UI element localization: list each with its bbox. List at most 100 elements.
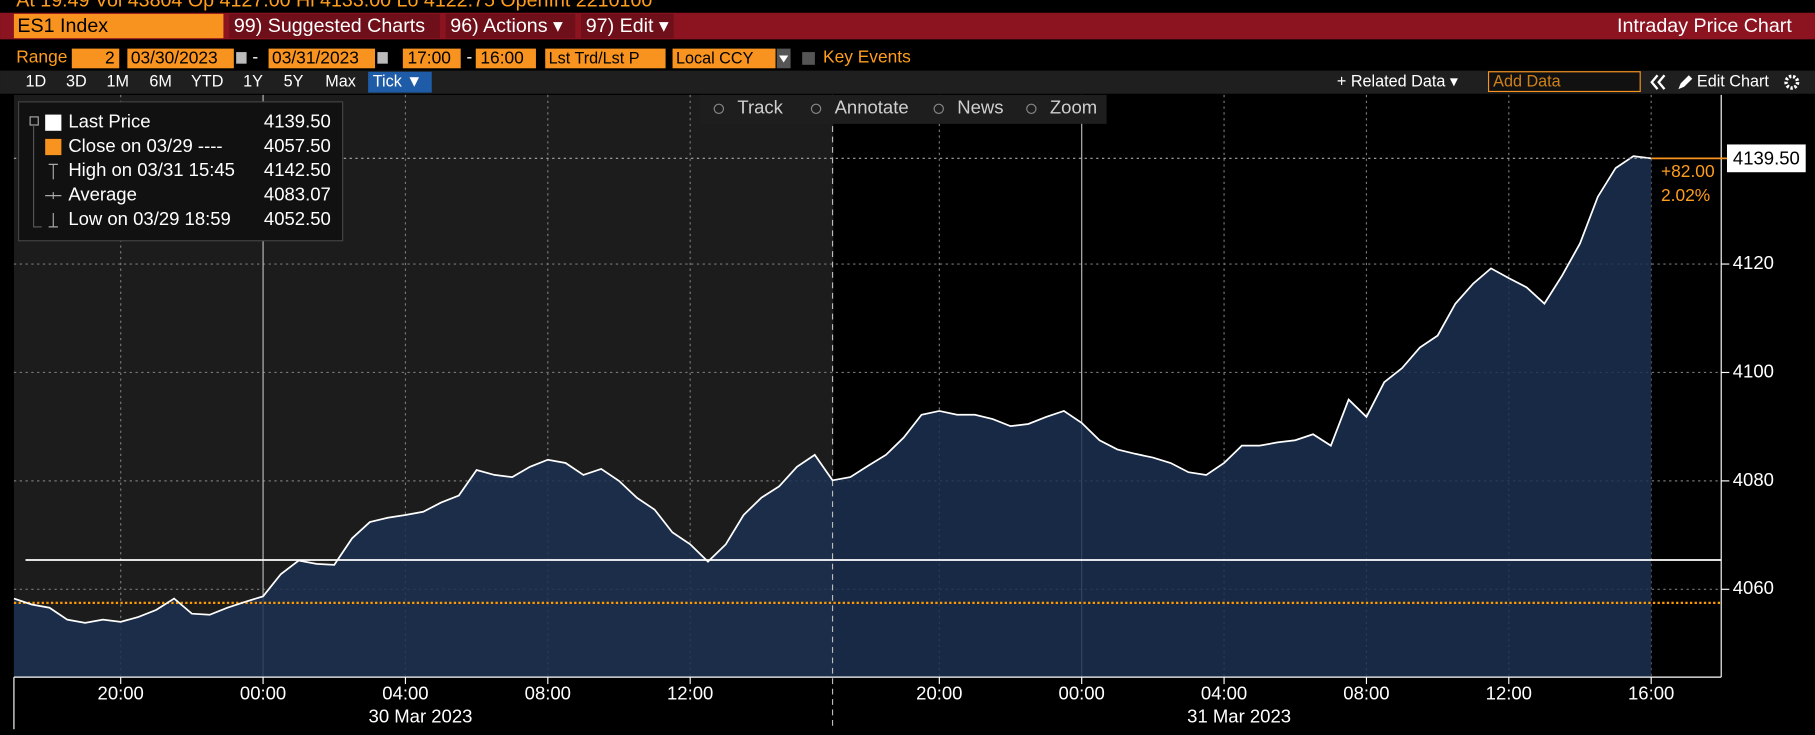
legend-value: 4139.50	[264, 111, 331, 132]
change-pct: 2.02%	[1661, 185, 1710, 205]
security[interactable]: ES1 Index	[17, 15, 108, 37]
price-line	[13, 155, 1652, 624]
period-button[interactable]: 5Y	[284, 72, 304, 90]
y-tick-label: 4080	[1733, 469, 1774, 490]
legend-swatch	[45, 138, 62, 156]
legend-swatch	[48, 163, 58, 180]
x-tick-label: 20:00	[916, 682, 962, 703]
plot-tool[interactable]: Annotate	[835, 97, 909, 118]
toolbar	[0, 70, 1815, 94]
menu-button[interactable]	[229, 13, 440, 39]
window-title: Intraday Price Chart	[1617, 15, 1792, 37]
x-tick-label: 08:00	[1343, 682, 1389, 703]
field[interactable]	[475, 48, 536, 69]
tool-icon[interactable]	[810, 103, 822, 115]
calendar-icon[interactable]	[236, 52, 247, 64]
menu-label[interactable]: 97) Edit ▾	[586, 15, 669, 37]
separator: -	[467, 46, 473, 66]
collapse-icon[interactable]	[1650, 74, 1666, 90]
field[interactable]	[71, 48, 120, 69]
plot-area: 4060 4080 4100 4120 20:00 00:00 04:00 08:00 12:0…	[13, 94, 1806, 730]
calendar-icon[interactable]	[377, 52, 388, 64]
x-tick-label: 12:00	[667, 682, 713, 703]
menu-button[interactable]	[445, 13, 576, 39]
x-tick-label: 08:00	[525, 682, 571, 703]
start-time[interactable]: 17:00	[407, 48, 450, 68]
field[interactable]	[127, 48, 234, 69]
change: +82.00	[1661, 161, 1715, 181]
x-tick-label: 20:00	[98, 682, 144, 703]
related-data[interactable]: + Related Data ▾	[1337, 72, 1458, 90]
period-button[interactable]: 6M	[149, 72, 172, 90]
legend-label: Average	[68, 184, 137, 205]
period-button[interactable]: 1M	[107, 72, 130, 90]
tool-icon[interactable]	[713, 103, 725, 115]
period-button[interactable]: Max	[325, 72, 356, 90]
period[interactable]: 2	[105, 48, 115, 68]
field[interactable]	[402, 48, 461, 69]
add-data-field[interactable]	[1487, 71, 1641, 93]
legend-value: 4052.50	[264, 208, 331, 229]
legend	[17, 101, 344, 242]
field-type[interactable]: Lst Trd/Lst P	[549, 49, 640, 67]
last-price-box	[1726, 144, 1806, 173]
add-data[interactable]: Add Data	[1493, 72, 1560, 90]
x-tick-label: 00:00	[240, 682, 286, 703]
x-tick-label: 04:00	[382, 682, 428, 703]
legend-label: High on 03/31 15:45	[68, 159, 235, 180]
separator: -	[252, 46, 258, 66]
period-button[interactable]: 1Y	[243, 72, 263, 90]
legend-entries: Last Price 4139.50 Close on 03/29 ---- 4057…	[68, 111, 330, 229]
date-label: 30 Mar 2023	[369, 706, 473, 727]
plot-toolbar	[699, 94, 1107, 124]
legend-swatch	[45, 114, 62, 131]
security-field[interactable]	[13, 13, 224, 39]
end-time[interactable]: 16:00	[480, 48, 523, 68]
x-tick-label: 00:00	[1059, 682, 1105, 703]
end-date[interactable]: 03/31/2023	[272, 48, 359, 68]
legend-value: 4083.07	[264, 184, 331, 205]
plot-tool[interactable]: News	[957, 97, 1003, 118]
legend-value: 4142.50	[264, 159, 331, 180]
currency[interactable]: Local CCY	[676, 49, 754, 67]
y-tick-label: 4100	[1733, 360, 1774, 381]
dropdown-arrow	[779, 55, 789, 63]
plot-tools: Track Annotate News Zoom	[713, 97, 1097, 118]
key-events[interactable]: Key Events	[823, 46, 911, 66]
menu-button[interactable]	[581, 13, 674, 39]
pencil-icon	[1678, 75, 1693, 90]
status-bar: At 19:49 Vol 43804 Op 4127.00 Hi 4133.00…	[16, 0, 652, 11]
legend-tree	[33, 125, 42, 228]
checkbox[interactable]	[802, 52, 815, 65]
settings-icon[interactable]	[1784, 74, 1800, 90]
tool-icon[interactable]	[1026, 103, 1037, 115]
period-button[interactable]: YTD	[191, 72, 223, 90]
legend-swatch	[48, 212, 58, 228]
plot-tool[interactable]: Zoom	[1050, 97, 1097, 118]
y-tick-label: 4120	[1733, 252, 1774, 273]
period-button-active[interactable]	[368, 71, 432, 93]
period-button[interactable]: Tick ▼	[373, 72, 423, 90]
period-buttons: 1D 3D 1M 6M YTD 1Y 5Y Max Tick ▼	[26, 71, 432, 93]
start-date[interactable]: 03/30/2023	[131, 48, 218, 68]
range-label: Range	[16, 46, 67, 66]
menu-label[interactable]: 99) Suggested Charts	[234, 15, 425, 37]
x-tick-label: 12:00	[1486, 682, 1532, 703]
legend-label: Low on 03/29 18:59	[68, 208, 231, 229]
field[interactable]	[268, 48, 376, 69]
field[interactable]	[545, 48, 666, 69]
price-area	[13, 156, 1652, 678]
legend-label: Close on 03/29 ----	[68, 135, 222, 156]
tool-icon[interactable]	[933, 103, 944, 115]
x-tick-label: 04:00	[1201, 682, 1247, 703]
y-tick-label: 4060	[1733, 577, 1774, 598]
menu-label[interactable]: 96) Actions ▾	[450, 15, 563, 37]
period-button[interactable]: 1D	[26, 72, 47, 90]
field[interactable]	[672, 48, 776, 69]
date-label: 31 Mar 2023	[1187, 706, 1291, 727]
plot-tool[interactable]: Track	[737, 97, 783, 118]
period-button[interactable]: 3D	[66, 72, 87, 90]
edit-chart[interactable]: Edit Chart	[1697, 72, 1769, 90]
